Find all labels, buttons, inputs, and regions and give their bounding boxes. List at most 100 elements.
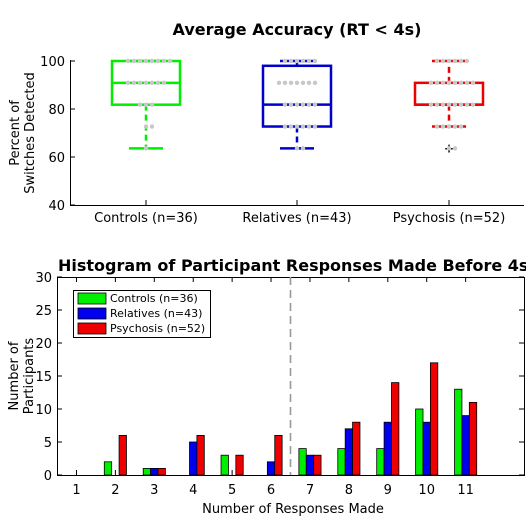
box-data-point (149, 124, 155, 129)
box-data-point (143, 102, 149, 107)
box-data-point (446, 58, 452, 64)
boxplot-y-ticks: 40 60 80 100 (40, 55, 75, 214)
box-data-point (294, 124, 300, 129)
box-data-point (452, 146, 458, 151)
box-data-point (300, 146, 306, 151)
box-data-point (428, 80, 434, 86)
box-data-point (440, 58, 446, 64)
bar-2-7 (305, 454, 315, 476)
box-data-point (288, 102, 294, 107)
histogram-xtick-label: 8 (345, 483, 353, 498)
box-data-point (306, 58, 312, 64)
box-data-point (294, 146, 300, 151)
bar-3-7 (313, 454, 322, 476)
histogram-ytick-label: 5 (44, 436, 52, 451)
bar-2-8 (344, 428, 353, 476)
box-data-point (137, 80, 143, 86)
histogram-ylabel-line2: Participants (22, 338, 37, 415)
histogram-xtick-label: 9 (384, 483, 392, 498)
box-data-point (131, 80, 137, 86)
box-body (261, 64, 333, 128)
boxplot-xtick-label: Relatives (n=43) (242, 211, 351, 226)
legend-swatch-3 (77, 322, 107, 335)
box-data-point (161, 58, 167, 64)
box-data-point (434, 58, 440, 64)
histogram-ytick-label: 10 (35, 403, 52, 418)
histogram-ticks: 0 5 10 15 20 25 30 1 2 3 4 5 6 7 8 9 10 11 (35, 271, 524, 498)
box-data-point (294, 102, 300, 107)
box-data-point (282, 102, 288, 107)
box-data-point (458, 80, 464, 86)
legend-swatch-2 (77, 307, 107, 320)
histogram-ylabel-line1: Number of (7, 341, 22, 410)
box-data-point (458, 102, 464, 107)
boxplot-x-ticks: Controls (n=36) Relatives (n=43) Psychosis… (94, 200, 505, 226)
box-data-point (155, 80, 161, 86)
box-data-point (282, 80, 288, 86)
box-data-point (446, 124, 452, 129)
box-data-point (137, 58, 143, 64)
bar-2-4 (189, 441, 198, 476)
box-data-point (440, 102, 446, 107)
bar-1-10 (415, 408, 424, 476)
box-data-point (434, 102, 440, 107)
box-data-point (464, 80, 470, 86)
box-data-point (167, 58, 173, 64)
box-data-point (143, 80, 149, 86)
box-data-point (306, 102, 312, 107)
box-data-point (155, 58, 161, 64)
bar-3-6 (274, 434, 283, 476)
box-data-point (143, 146, 149, 151)
box-data-point (137, 102, 143, 107)
box-data-point (428, 102, 434, 107)
box-data-point (440, 124, 446, 129)
histogram-panel: Histogram of Participant Responses Made … (7, 256, 526, 517)
box-data-point (434, 124, 440, 129)
box-data-point (294, 58, 300, 64)
box-data-point (458, 124, 464, 129)
box-data-point (282, 58, 288, 64)
box-data-point (288, 58, 294, 64)
box-3: + (413, 58, 485, 155)
histogram-ytick-label: 20 (35, 337, 52, 352)
box-data-point (143, 58, 149, 64)
boxplot-ytick-label: 80 (48, 103, 65, 118)
box-data-point (446, 80, 452, 86)
histogram-xtick-label: 4 (189, 483, 197, 498)
histogram-legend: Controls (n=36) Relatives (n=43) Psychosis… (73, 290, 211, 338)
boxplot-xtick-label: Controls (n=36) (94, 211, 198, 226)
bar-3-10 (430, 362, 439, 476)
bar-3-2 (118, 434, 127, 476)
bar-1-11 (454, 388, 463, 476)
bar-3-9 (391, 382, 400, 476)
box-data-point (464, 102, 470, 107)
box-1 (110, 58, 182, 151)
box-2 (261, 58, 333, 151)
bar-2-10 (422, 421, 431, 476)
legend-swatch-1 (77, 292, 107, 305)
box-data-point (312, 102, 318, 107)
histogram-xtick-label: 11 (457, 483, 474, 498)
box-data-point (470, 80, 476, 86)
box-data-point (300, 80, 306, 86)
bar-2-6 (266, 461, 276, 476)
box-data-point (300, 58, 306, 64)
histogram-xtick-label: 2 (111, 483, 119, 498)
box-data-point (452, 80, 458, 86)
legend-label-1: Controls (n=36) (110, 292, 198, 305)
histogram-xtick-label: 3 (150, 483, 158, 498)
box-data-point (452, 102, 458, 107)
box-data-point (306, 124, 312, 129)
box-data-point (294, 80, 300, 86)
box-data-point (446, 102, 452, 107)
box-data-point (312, 58, 318, 64)
histogram-xtick-label: 6 (267, 483, 275, 498)
legend-label-3: Psychosis (n=52) (110, 322, 205, 335)
boxplot-ylabel-line1: Percent of (8, 100, 23, 166)
bar-3-3 (157, 467, 166, 476)
box-data-point (276, 80, 282, 86)
boxplot-marks: + (110, 58, 485, 155)
box-data-point (464, 58, 470, 64)
bar-1-7 (298, 448, 307, 476)
